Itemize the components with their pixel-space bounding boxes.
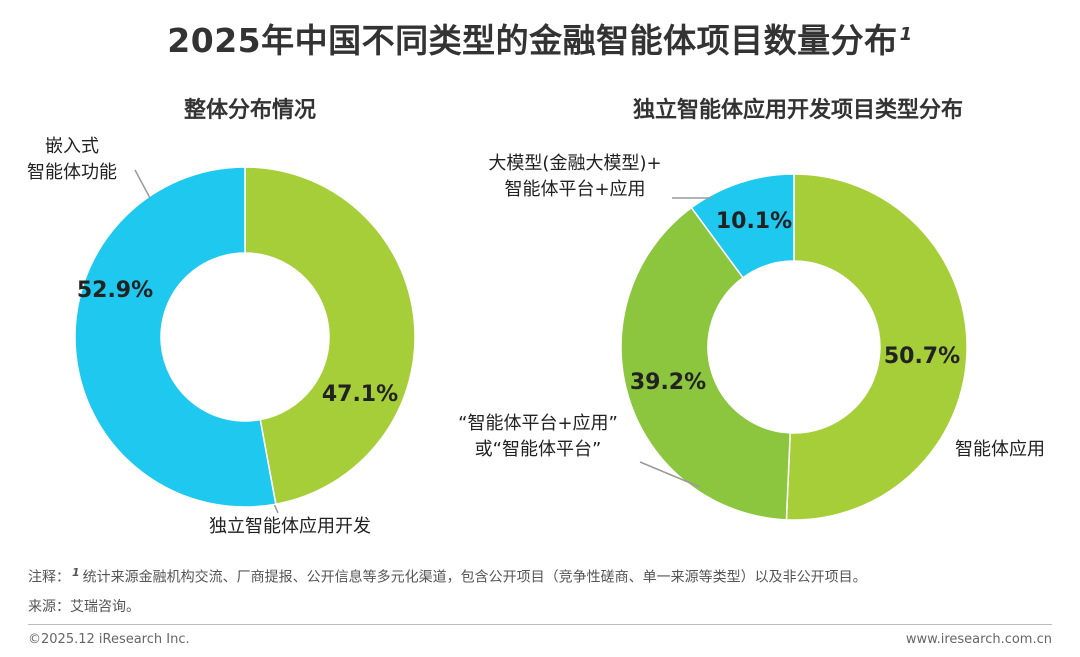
- donut-2-slice-3: [690, 173, 795, 279]
- donut-2-category-label-1: 智能体应用: [955, 439, 1045, 460]
- donut-1-value-label-2: 52.9%: [77, 278, 153, 303]
- title-footnote-mark: 1: [899, 24, 913, 45]
- donut-2-slice-1: [785, 173, 968, 521]
- donut-1-slice-1: [244, 166, 416, 506]
- donut-1-category-label-2: 嵌入式智能体功能: [27, 136, 117, 183]
- website-url: www.iresearch.com.cn: [905, 632, 1052, 647]
- footnote-source: 来源：艾瑞咨询。: [28, 599, 140, 615]
- donut-1-value-label-1: 47.1%: [322, 382, 398, 407]
- donut-2-value-label-2: 39.2%: [630, 370, 706, 395]
- note-mark: 1: [72, 566, 80, 579]
- donut-2-value-label-1: 50.7%: [884, 344, 960, 369]
- donut-2-category-label-3: 大模型(金融大模型)+智能体平台+应用: [488, 153, 661, 200]
- note-text: 统计来源金融机构交流、厂商提报、公开信息等多元化渠道，包含公开项目（竞争性磋商、…: [82, 569, 867, 586]
- right-chart-title: 独立智能体应用开发项目类型分布: [632, 98, 963, 123]
- donut-2-slice-2: [620, 206, 792, 521]
- chart-title-text: 2025年中国不同类型的金融智能体项目数量分布: [167, 21, 898, 60]
- donut-chart-2: 50.7% 智能体应用 39.2% “智能体平台+应用”或“智能体平台” 10.1% 大模…: [458, 153, 1045, 521]
- donut-1-slice-2: [74, 166, 277, 508]
- donut-charts: 47.1% 独立智能体应用开发 52.9% 嵌入式智能体功能 50.7% 智能体应用 39.…: [27, 136, 1045, 537]
- donut-chart-1: 47.1% 独立智能体应用开发 52.9% 嵌入式智能体功能: [27, 136, 416, 537]
- donut-2-value-label-3: 10.1%: [716, 209, 792, 234]
- donut-2-category-label-2: “智能体平台+应用”或“智能体平台”: [458, 413, 618, 460]
- copyright: ©2025.12 iResearch Inc.: [28, 632, 190, 647]
- footer-divider: [28, 624, 1052, 625]
- left-chart-title: 整体分布情况: [183, 98, 316, 123]
- donut-1-category-label-1: 独立智能体应用开发: [209, 516, 371, 537]
- donut-1-leader-line-2: [134, 169, 151, 199]
- donut-2-leader-line-2: [639, 461, 701, 488]
- footnote-note: 注释： 1 统计来源金融机构交流、厂商提报、公开信息等多元化渠道，包含公开项目（竞争…: [28, 566, 867, 587]
- chart-title: 2025年中国不同类型的金融智能体项目数量分布 1: [0, 14, 1080, 62]
- note-prefix: 注释：: [28, 569, 70, 586]
